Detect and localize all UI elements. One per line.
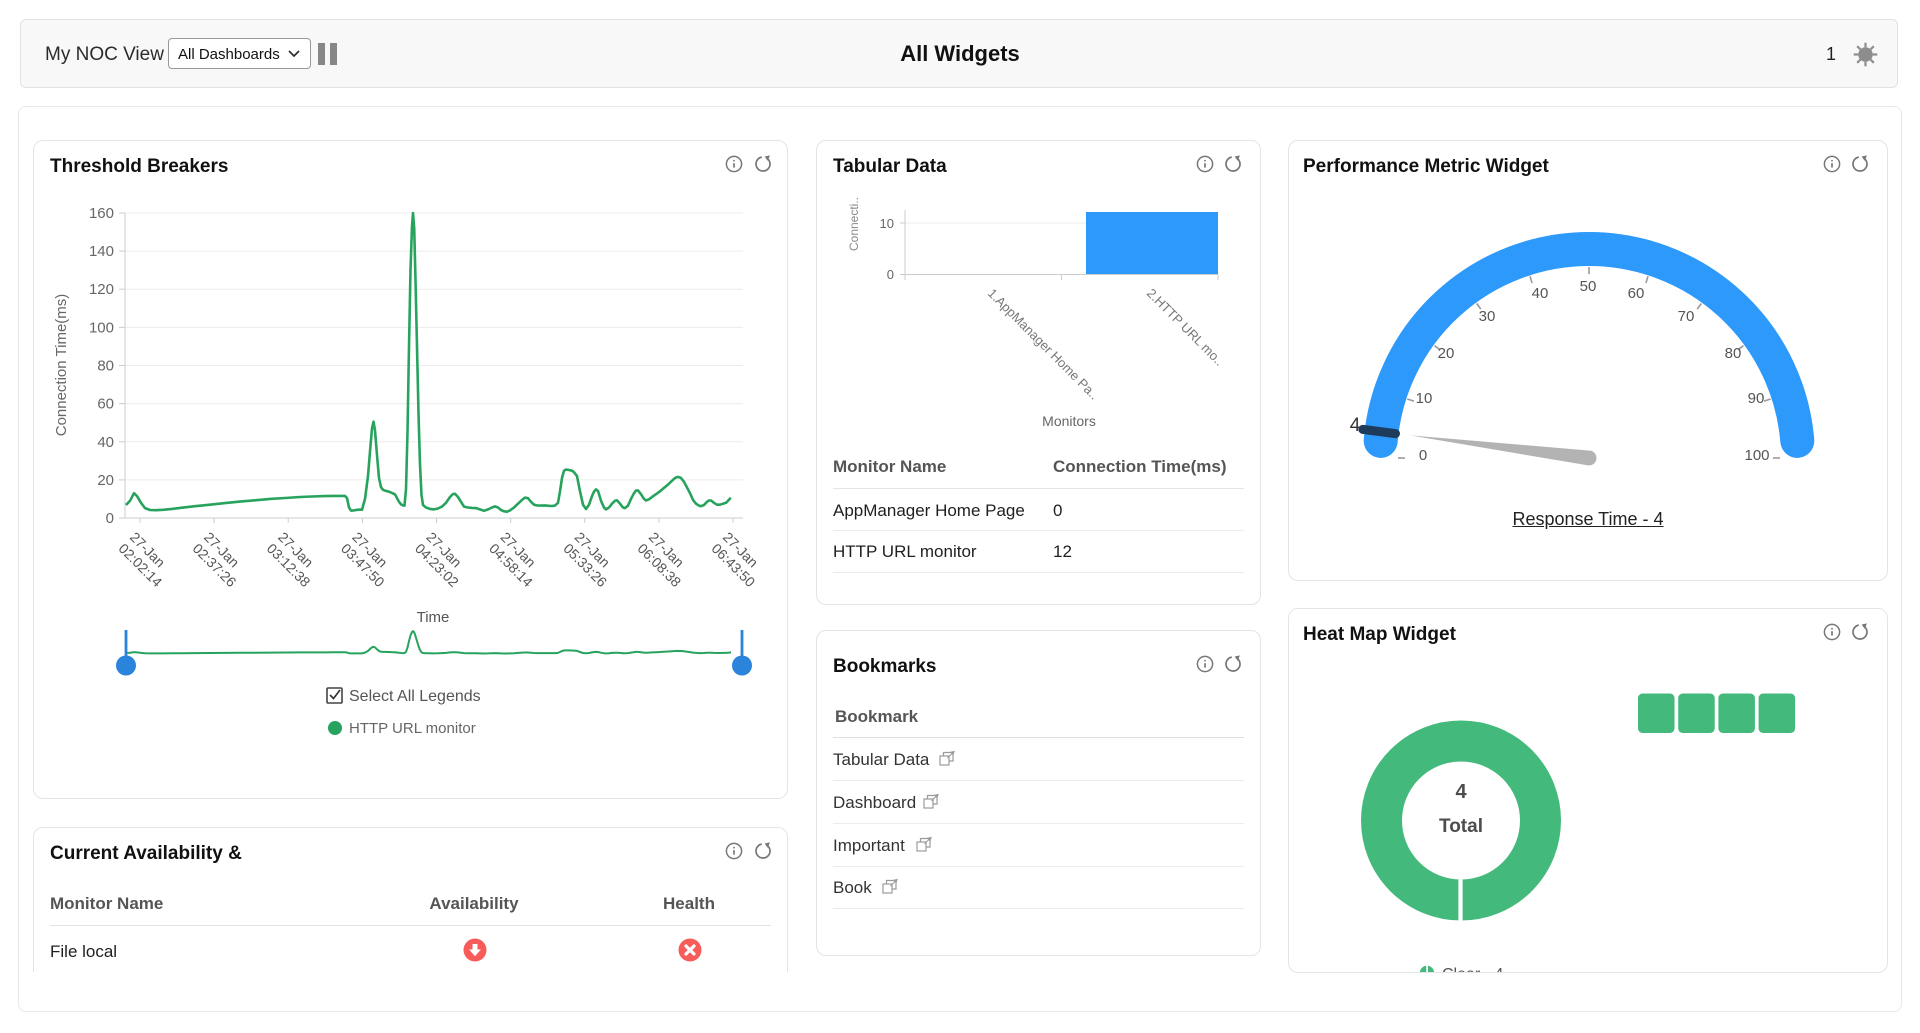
svg-text:27-Jan02:02:14: 27-Jan02:02:14 (116, 529, 177, 590)
svg-text:Connection Time(ms): Connection Time(ms) (53, 294, 70, 437)
svg-text:0: 0 (887, 267, 894, 282)
svg-text:40: 40 (97, 434, 114, 451)
svg-text:100: 100 (89, 319, 114, 336)
svg-text:27-Jan02:37:26: 27-Jan02:37:26 (190, 529, 251, 590)
svg-text:27-Jan06:08:38: 27-Jan06:08:38 (634, 529, 695, 590)
svg-text:40: 40 (1532, 285, 1549, 302)
svg-text:27-Jan04:23:02: 27-Jan04:23:02 (412, 529, 473, 590)
svg-text:50: 50 (1580, 278, 1597, 295)
svg-text:27-Jan06:43:50: 27-Jan06:43:50 (709, 529, 770, 590)
svg-text:27-Jan03:47:50: 27-Jan03:47:50 (338, 529, 399, 590)
svg-text:60: 60 (97, 396, 114, 413)
svg-text:Select All Legends: Select All Legends (349, 688, 481, 705)
svg-text:10: 10 (1416, 390, 1433, 407)
svg-text:Time: Time (417, 609, 450, 626)
svg-text:27-Jan03:12:38: 27-Jan03:12:38 (264, 529, 325, 590)
svg-text:20: 20 (97, 472, 114, 489)
svg-text:HTTP URL monitor: HTTP URL monitor (349, 720, 476, 737)
svg-text:160: 160 (89, 205, 114, 222)
svg-text:120: 120 (89, 281, 114, 298)
svg-text:Monitors: Monitors (1042, 413, 1096, 429)
svg-text:70: 70 (1678, 308, 1695, 325)
svg-text:0: 0 (106, 510, 114, 527)
svg-text:90: 90 (1748, 390, 1765, 407)
svg-text:Clear - 4: Clear - 4 (1442, 966, 1503, 972)
svg-text:20: 20 (1438, 345, 1455, 362)
svg-text:27-Jan05:33:26: 27-Jan05:33:26 (560, 529, 621, 590)
svg-text:60: 60 (1628, 285, 1645, 302)
svg-text:140: 140 (89, 243, 114, 260)
svg-text:2.HTTP URL mo..: 2.HTTP URL mo.. (1144, 286, 1227, 369)
svg-text:0: 0 (1419, 447, 1427, 464)
svg-text:1.AppManager Home Pa..: 1.AppManager Home Pa.. (985, 286, 1102, 403)
svg-text:80: 80 (1725, 345, 1742, 362)
svg-text:4: 4 (1455, 781, 1467, 803)
svg-text:27-Jan04:58:14: 27-Jan04:58:14 (486, 529, 547, 590)
svg-text:4: 4 (1350, 415, 1361, 436)
svg-text:10: 10 (880, 216, 894, 231)
svg-text:80: 80 (97, 358, 114, 375)
svg-text:100: 100 (1744, 447, 1769, 464)
svg-text:30: 30 (1479, 308, 1496, 325)
svg-text:Total: Total (1439, 816, 1483, 837)
svg-text:Connecti..: Connecti.. (847, 197, 861, 251)
